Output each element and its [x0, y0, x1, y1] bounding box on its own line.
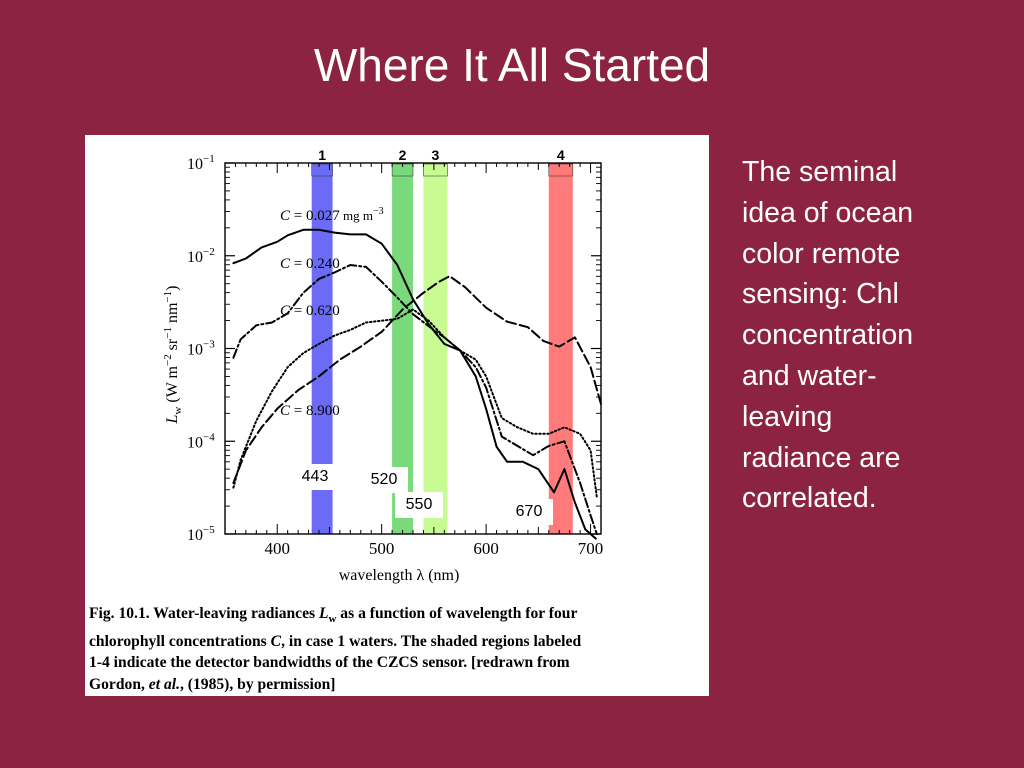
- caption-line: Gordon, et al., (1985), by permission]: [89, 675, 336, 693]
- series-label-3: C = 0.620: [280, 303, 340, 319]
- slide-title: Where It All Started: [313, 39, 711, 91]
- band-label-box: [505, 499, 553, 525]
- caption-line: chlorophyll concentrations C, in case 1 …: [89, 632, 582, 650]
- x-tick-label: 700: [578, 539, 604, 558]
- side-text-line: concentration: [742, 319, 914, 352]
- x-tick-label: 500: [369, 539, 395, 558]
- y-tick-label: 10−1: [187, 153, 215, 173]
- y-axis-label: Lw (W m−2 sr−1 nm−1): [162, 286, 184, 425]
- y-tick-label: 10−3: [187, 339, 215, 359]
- band-number-1: 1: [318, 147, 326, 163]
- band-number-4: 4: [557, 147, 565, 163]
- band-number-2: 2: [399, 147, 407, 163]
- figure-panel: 1 2 3 4 443 520 550 670 10−1 10−2 10−3 10−4 10−5 400 5…: [85, 135, 709, 696]
- y-tick-label: 10−4: [187, 431, 215, 451]
- side-text-line: correlated.: [742, 482, 877, 515]
- band-label-443: 443: [302, 468, 329, 485]
- band-cap-1: [311, 163, 333, 177]
- series-label-1: C = 0.027 mg m−3: [280, 206, 384, 224]
- band-label-670: 670: [516, 503, 543, 520]
- series-label-4: C = 8.900: [280, 403, 340, 419]
- band-label-box: [291, 464, 339, 490]
- radiance-chart: 1 2 3 4 443 520 550 670 10−1 10−2 10−3 10−4 10−5 400 5…: [162, 147, 604, 584]
- caption-line: Fig. 10.1. Water-leaving radiances Lw as…: [89, 605, 578, 626]
- series-line-3: [232, 308, 598, 498]
- series-label-2: C = 0.240: [280, 256, 340, 272]
- side-text-line: sensing: Chl: [742, 278, 899, 311]
- side-text-line: and water-: [742, 359, 877, 392]
- band-cap-4: [548, 163, 574, 177]
- x-axis-label: wavelength λ (nm): [339, 567, 460, 584]
- x-tick-label: 600: [473, 539, 499, 558]
- band-label-550: 550: [406, 496, 433, 513]
- y-tick-label: 10−5: [187, 524, 215, 544]
- series-line-2: [232, 264, 598, 535]
- series-line-1: [232, 228, 597, 540]
- caption-line: 1-4 indicate the detector bandwidths of …: [89, 654, 570, 672]
- side-text-line: idea of ocean: [742, 196, 914, 229]
- side-text-line: leaving: [742, 400, 833, 433]
- band-1: [311, 163, 333, 534]
- band-2: [392, 163, 413, 534]
- y-tick-label: 10−2: [187, 246, 215, 266]
- band-label-box: [395, 492, 443, 518]
- band-label-box: [360, 467, 408, 493]
- side-text-line: color remote: [742, 237, 901, 270]
- x-tick-label: 400: [264, 539, 290, 558]
- band-3: [423, 163, 448, 534]
- band-number-3: 3: [432, 147, 440, 163]
- band-4: [548, 163, 573, 534]
- band-label-520: 520: [371, 471, 398, 488]
- side-text: The seminal idea of ocean color remote sens…: [742, 152, 1012, 519]
- side-text-line: radiance are: [742, 441, 901, 474]
- figure-caption: Fig. 10.1. Water-leaving radiances Lw as…: [89, 603, 705, 695]
- band-cap-3: [423, 163, 448, 177]
- series-line-4: [232, 275, 602, 484]
- side-text-line: The seminal: [742, 156, 898, 188]
